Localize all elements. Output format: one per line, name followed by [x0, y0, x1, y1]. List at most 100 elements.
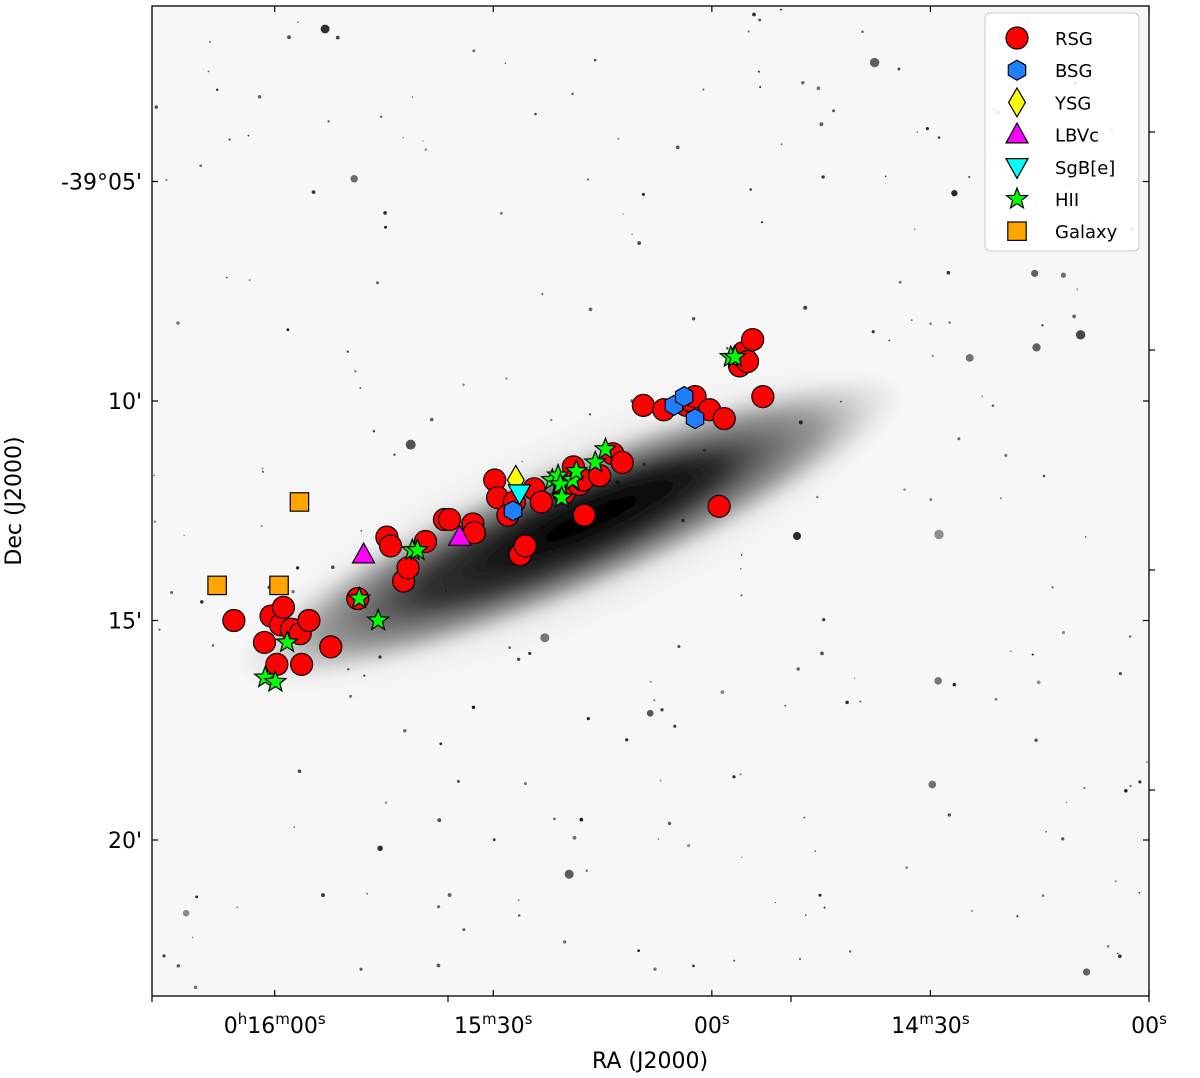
field-star: [702, 448, 706, 452]
field-star: [732, 775, 736, 779]
data-markers: [207, 327, 775, 693]
field-star: [585, 869, 588, 872]
field-star: [657, 838, 660, 840]
field-star: [929, 322, 932, 325]
field-star: [295, 566, 300, 570]
field-star: [207, 70, 210, 73]
field-star: [739, 773, 742, 776]
field-star: [321, 893, 325, 898]
field-star: [732, 959, 736, 963]
field-star: [1016, 915, 1019, 918]
x-tick-label: 14m30s: [891, 1010, 970, 1039]
field-star: [384, 801, 388, 804]
legend: RSG BSG YSG LBVc SgB[e] HII Galaxy: [984, 12, 1140, 252]
field-star: [637, 949, 640, 953]
legend-hii-marker: [1004, 186, 1030, 210]
field-star: [366, 892, 369, 895]
y-tick-label: -39°05': [61, 171, 142, 196]
field-star: [691, 317, 696, 321]
rsg-marker: [297, 608, 321, 633]
plot-frame: [151, 5, 1150, 997]
rsg-marker: [751, 385, 775, 409]
legend-galaxy-marker: [1007, 221, 1027, 241]
field-star: [1045, 830, 1047, 833]
field-star: [897, 67, 901, 71]
field-star: [153, 474, 155, 477]
rsg-marker: [610, 450, 634, 475]
legend-galaxy-label: Galaxy: [1055, 222, 1118, 243]
field-star: [1083, 786, 1086, 790]
field-star: [183, 534, 185, 537]
field-stars: [153, 8, 1148, 990]
field-star: [331, 565, 335, 570]
field-star: [871, 330, 875, 334]
field-star: [1031, 653, 1034, 656]
field-star: [637, 241, 642, 245]
field-star: [758, 18, 762, 22]
field-star: [760, 221, 763, 224]
legend-bsg-label: BSG: [1055, 61, 1092, 82]
field-star: [925, 127, 929, 131]
hii-marker: [583, 449, 608, 473]
field-star: [165, 178, 168, 182]
field-star: [579, 817, 584, 822]
field-star: [587, 178, 590, 181]
field-star: [508, 646, 511, 649]
field-star: [436, 963, 441, 968]
field-star: [349, 694, 353, 698]
rsg-marker: [319, 635, 343, 659]
field-star: [1036, 680, 1041, 685]
field-star: [792, 531, 802, 541]
field-star: [784, 704, 787, 707]
field-star: [916, 131, 919, 133]
field-star: [859, 700, 862, 703]
field-star: [667, 821, 672, 826]
field-star: [779, 8, 782, 11]
field-star: [653, 699, 656, 702]
field-star: [517, 899, 520, 902]
field-star: [360, 530, 363, 532]
field-star: [346, 350, 349, 353]
field-star: [215, 88, 219, 92]
field-star: [1129, 784, 1132, 788]
field-star: [1034, 738, 1038, 742]
field-star: [1051, 586, 1054, 589]
hii-marker: [405, 537, 430, 561]
field-star: [981, 395, 984, 398]
field-star: [297, 769, 302, 774]
field-star: [193, 985, 198, 990]
field-star: [505, 377, 508, 380]
field-star: [447, 893, 452, 897]
field-star: [359, 386, 362, 389]
field-star: [741, 856, 743, 859]
field-star: [994, 697, 998, 701]
field-star: [405, 439, 416, 450]
x-tick-label: 15m30s: [454, 1010, 533, 1039]
lbvc-marker: [447, 524, 472, 546]
field-star: [692, 964, 695, 968]
field-star: [646, 709, 654, 717]
field-star: [947, 813, 951, 817]
field-star: [821, 175, 825, 179]
field-star: [403, 729, 407, 733]
field-star: [888, 339, 891, 342]
rsg-marker: [222, 608, 246, 633]
galaxy-marker: [289, 492, 310, 512]
legend-sgb-e-label: SgB[e]: [1055, 158, 1115, 179]
field-star: [898, 280, 902, 284]
field-star: [402, 136, 404, 139]
field-star: [499, 211, 503, 215]
field-star: [472, 49, 476, 53]
field-star: [625, 738, 629, 742]
field-star: [780, 143, 783, 145]
field-star: [631, 233, 633, 236]
field-star: [642, 462, 646, 467]
field-star: [649, 680, 652, 683]
field-star: [757, 70, 760, 73]
field-star: [153, 520, 157, 523]
hii-marker: [253, 664, 278, 688]
field-star: [1082, 968, 1091, 976]
field-star: [437, 818, 442, 823]
field-star: [492, 838, 496, 842]
field-star: [702, 88, 705, 91]
